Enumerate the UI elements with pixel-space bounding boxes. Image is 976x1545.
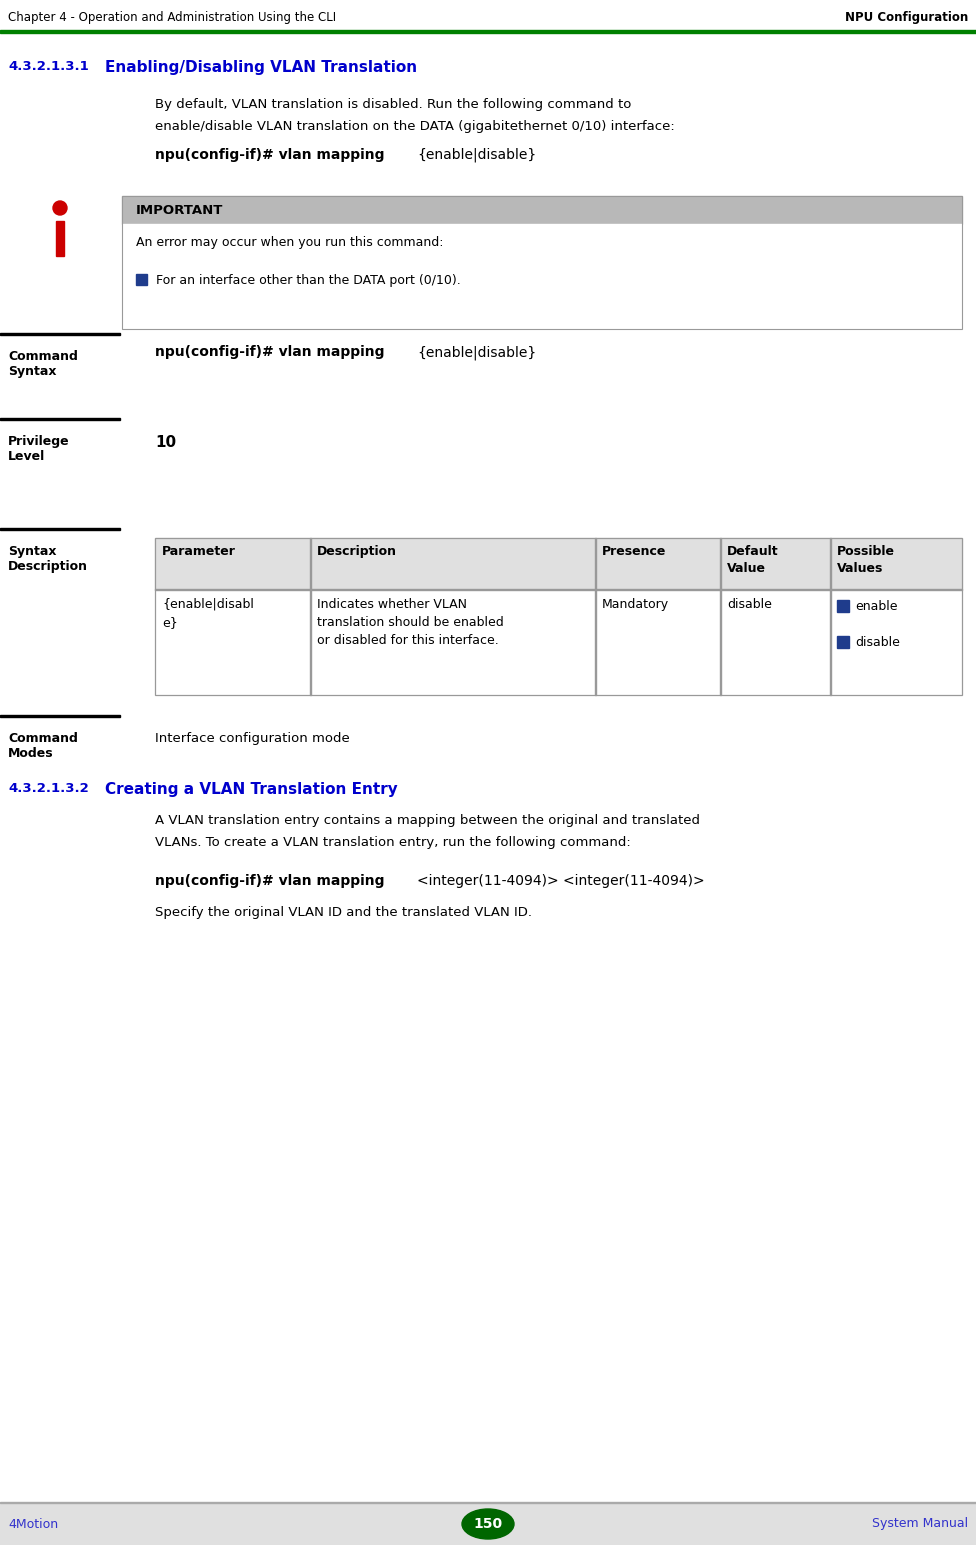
Text: enable: enable	[855, 599, 898, 613]
Ellipse shape	[462, 1509, 514, 1539]
Bar	[310, 538, 311, 695]
Text: Syntax: Syntax	[8, 545, 57, 558]
Bar	[0, 528, 120, 530]
Text: Syntax: Syntax	[8, 365, 57, 379]
Text: Description: Description	[8, 559, 88, 573]
Text: Default
Value: Default Value	[727, 545, 779, 575]
Text: npu(config-if)# vlan mapping: npu(config-if)# vlan mapping	[155, 345, 389, 358]
Text: Presence: Presence	[602, 545, 667, 558]
Text: Command: Command	[8, 351, 78, 363]
Text: Enabling/Disabling VLAN Translation: Enabling/Disabling VLAN Translation	[105, 60, 417, 76]
Text: 10: 10	[155, 436, 176, 450]
Text: disable: disable	[727, 598, 772, 610]
Text: 4.3.2.1.3.1: 4.3.2.1.3.1	[8, 60, 89, 73]
Text: Specify the original VLAN ID and the translated VLAN ID.: Specify the original VLAN ID and the tra…	[155, 905, 532, 919]
Text: An error may occur when you run this command:: An error may occur when you run this com…	[136, 236, 443, 249]
Bar	[122, 196, 962, 329]
Text: Mandatory: Mandatory	[602, 598, 670, 610]
Text: Command: Command	[8, 732, 78, 745]
Text: Level: Level	[8, 450, 45, 464]
Bar	[136, 273, 147, 284]
Text: Indicates whether VLAN
translation should be enabled
or disabled for this interf: Indicates whether VLAN translation shoul…	[317, 598, 504, 647]
Circle shape	[53, 201, 67, 215]
Text: For an interface other than the DATA port (0/10).: For an interface other than the DATA por…	[156, 273, 461, 287]
Bar	[0, 715, 120, 717]
Bar	[720, 538, 721, 695]
Bar	[155, 538, 962, 695]
Bar	[0, 1503, 976, 1545]
Text: npu(config-if)# vlan mapping: npu(config-if)# vlan mapping	[155, 148, 389, 162]
Bar	[595, 538, 596, 695]
Text: Privilege: Privilege	[8, 436, 69, 448]
Text: Description: Description	[317, 545, 397, 558]
Text: {enable|disable}: {enable|disable}	[417, 345, 536, 360]
Text: Creating a VLAN Translation Entry: Creating a VLAN Translation Entry	[105, 782, 398, 797]
Text: 4.3.2.1.3.2: 4.3.2.1.3.2	[8, 782, 89, 796]
Text: <integer(11-4094)> <integer(11-4094)>: <integer(11-4094)> <integer(11-4094)>	[417, 874, 705, 888]
Bar	[837, 637, 849, 647]
Bar	[122, 196, 962, 224]
Bar	[56, 221, 64, 256]
Bar	[155, 590, 962, 695]
Bar	[0, 419, 120, 420]
Bar	[837, 599, 849, 612]
Bar	[0, 0, 976, 32]
Text: IMPORTANT: IMPORTANT	[136, 204, 224, 216]
Text: npu(config-if)# vlan mapping: npu(config-if)# vlan mapping	[155, 874, 389, 888]
Text: Interface configuration mode: Interface configuration mode	[155, 732, 349, 745]
Text: A VLAN translation entry contains a mapping between the original and translated: A VLAN translation entry contains a mapp…	[155, 814, 700, 827]
Text: Chapter 4 - Operation and Administration Using the CLI: Chapter 4 - Operation and Administration…	[8, 11, 336, 23]
Text: Parameter: Parameter	[162, 545, 236, 558]
Text: 150: 150	[473, 1517, 503, 1531]
Text: 4Motion: 4Motion	[8, 1517, 59, 1531]
Text: enable/disable VLAN translation on the DATA (gigabitethernet 0/10) interface:: enable/disable VLAN translation on the D…	[155, 121, 674, 133]
Bar	[830, 538, 831, 695]
Text: By default, VLAN translation is disabled. Run the following command to: By default, VLAN translation is disabled…	[155, 97, 631, 111]
Text: Modes: Modes	[8, 746, 54, 760]
Text: {enable|disable}: {enable|disable}	[417, 148, 536, 162]
Bar	[122, 224, 962, 329]
Text: NPU Configuration: NPU Configuration	[845, 11, 968, 23]
Text: System Manual: System Manual	[872, 1517, 968, 1531]
Text: disable: disable	[855, 637, 900, 649]
Bar	[0, 29, 976, 32]
Text: Possible
Values: Possible Values	[837, 545, 895, 575]
Bar	[155, 538, 962, 590]
Text: VLANs. To create a VLAN translation entry, run the following command:: VLANs. To create a VLAN translation entr…	[155, 836, 630, 850]
Text: {enable|disabl
e}: {enable|disabl e}	[162, 598, 254, 629]
Bar	[0, 334, 120, 335]
